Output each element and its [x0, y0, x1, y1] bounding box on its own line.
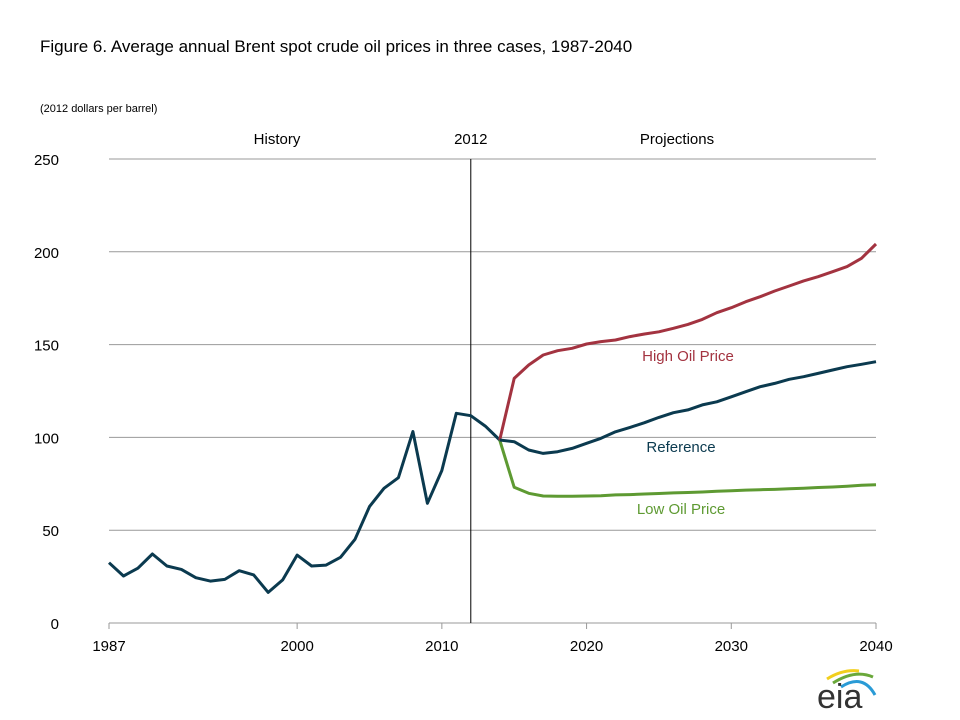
logo-arc-blue	[840, 680, 877, 696]
y-tick-label: 200	[34, 245, 59, 262]
x-tick-label: 2040	[859, 638, 892, 655]
x-tick-label: 1987	[92, 638, 125, 655]
series-line-history	[107, 411, 501, 594]
x-tick-label: 2030	[715, 638, 748, 655]
x-tick-label: 2000	[280, 638, 313, 655]
series-label: High Oil Price	[642, 348, 734, 365]
divider-year-label: 2012	[454, 131, 487, 148]
eia-logo: eia	[817, 669, 877, 716]
x-tick-label: 2010	[425, 638, 458, 655]
y-tick-label: 0	[51, 616, 59, 633]
y-tick-label: 150	[34, 338, 59, 355]
chart-title: Figure 6. Average annual Brent spot crud…	[40, 37, 633, 56]
logo-text: eia	[817, 678, 862, 716]
y-tick-label: 250	[34, 152, 59, 169]
series-label: Low Oil Price	[637, 501, 725, 518]
history-label: History	[254, 131, 301, 148]
series-label: Reference	[646, 439, 715, 456]
projections-label: Projections	[640, 131, 714, 148]
logo-arc-yellow	[826, 669, 860, 681]
y-tick-label: 50	[42, 523, 59, 540]
x-tick-label: 2020	[570, 638, 603, 655]
y-tick-label: 100	[34, 430, 59, 447]
logo-arc-green	[832, 672, 874, 685]
y-axis-units: (2012 dollars per barrel)	[40, 103, 158, 115]
